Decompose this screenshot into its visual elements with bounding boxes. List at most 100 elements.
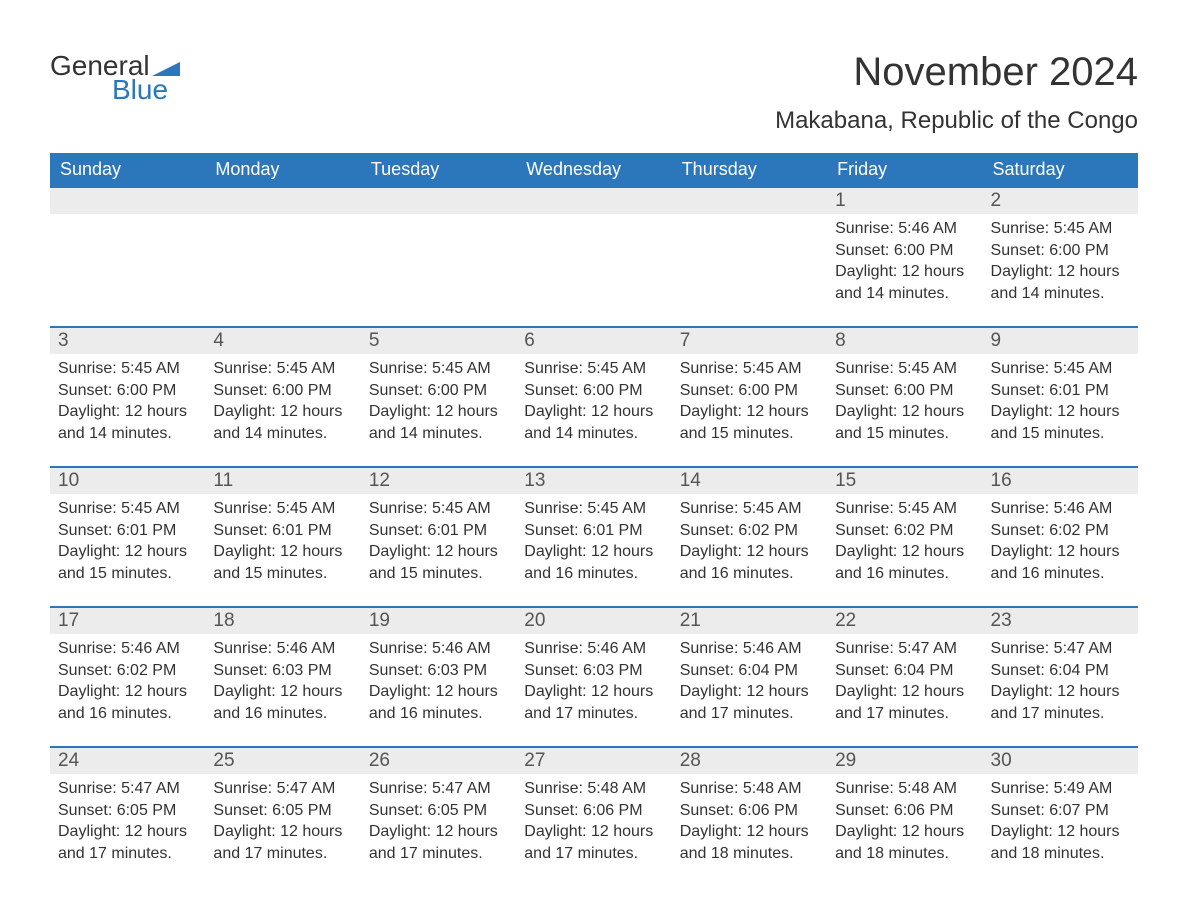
calendar-day: 11Sunrise: 5:45 AMSunset: 6:01 PMDayligh… xyxy=(205,466,360,606)
day-number: 24 xyxy=(50,746,205,774)
day-number: 5 xyxy=(361,326,516,354)
daylight-text: Daylight: 12 hours and 17 minutes. xyxy=(369,821,508,864)
sunset-text: Sunset: 6:01 PM xyxy=(369,520,508,542)
day-details: Sunrise: 5:46 AMSunset: 6:02 PMDaylight:… xyxy=(50,634,205,732)
sunrise-text: Sunrise: 5:45 AM xyxy=(524,498,663,520)
calendar-week: 1Sunrise: 5:46 AMSunset: 6:00 PMDaylight… xyxy=(50,186,1138,326)
daylight-text: Daylight: 12 hours and 18 minutes. xyxy=(835,821,974,864)
day-number: 19 xyxy=(361,606,516,634)
sunset-text: Sunset: 6:00 PM xyxy=(835,240,974,262)
calendar-day xyxy=(205,186,360,326)
daylight-text: Daylight: 12 hours and 18 minutes. xyxy=(991,821,1130,864)
calendar-day: 3Sunrise: 5:45 AMSunset: 6:00 PMDaylight… xyxy=(50,326,205,466)
day-details: Sunrise: 5:45 AMSunset: 6:01 PMDaylight:… xyxy=(983,354,1138,452)
sunset-text: Sunset: 6:02 PM xyxy=(991,520,1130,542)
calendar-day: 18Sunrise: 5:46 AMSunset: 6:03 PMDayligh… xyxy=(205,606,360,746)
sunset-text: Sunset: 6:00 PM xyxy=(680,380,819,402)
sunrise-text: Sunrise: 5:45 AM xyxy=(58,358,197,380)
day-details: Sunrise: 5:45 AMSunset: 6:01 PMDaylight:… xyxy=(205,494,360,592)
calendar-day xyxy=(50,186,205,326)
location-subtitle: Makabana, Republic of the Congo xyxy=(775,107,1138,135)
sunrise-text: Sunrise: 5:46 AM xyxy=(524,638,663,660)
day-header: Sunday xyxy=(50,153,205,186)
calendar-day: 6Sunrise: 5:45 AMSunset: 6:00 PMDaylight… xyxy=(516,326,671,466)
daylight-text: Daylight: 12 hours and 18 minutes. xyxy=(680,821,819,864)
sunset-text: Sunset: 6:04 PM xyxy=(835,660,974,682)
calendar-day: 1Sunrise: 5:46 AMSunset: 6:00 PMDaylight… xyxy=(827,186,982,326)
sunset-text: Sunset: 6:00 PM xyxy=(991,240,1130,262)
day-details: Sunrise: 5:47 AMSunset: 6:05 PMDaylight:… xyxy=(361,774,516,872)
day-details: Sunrise: 5:45 AMSunset: 6:02 PMDaylight:… xyxy=(827,494,982,592)
calendar-day: 27Sunrise: 5:48 AMSunset: 6:06 PMDayligh… xyxy=(516,746,671,886)
daylight-text: Daylight: 12 hours and 16 minutes. xyxy=(369,681,508,724)
day-number xyxy=(50,186,205,214)
day-number: 18 xyxy=(205,606,360,634)
calendar-day: 4Sunrise: 5:45 AMSunset: 6:00 PMDaylight… xyxy=(205,326,360,466)
daylight-text: Daylight: 12 hours and 15 minutes. xyxy=(213,541,352,584)
daylight-text: Daylight: 12 hours and 17 minutes. xyxy=(58,821,197,864)
day-number: 23 xyxy=(983,606,1138,634)
day-number: 17 xyxy=(50,606,205,634)
calendar-day: 14Sunrise: 5:45 AMSunset: 6:02 PMDayligh… xyxy=(672,466,827,606)
day-details: Sunrise: 5:45 AMSunset: 6:01 PMDaylight:… xyxy=(361,494,516,592)
month-title: November 2024 xyxy=(775,50,1138,95)
sunrise-text: Sunrise: 5:45 AM xyxy=(835,358,974,380)
day-details: Sunrise: 5:48 AMSunset: 6:06 PMDaylight:… xyxy=(516,774,671,872)
day-header: Wednesday xyxy=(516,153,671,186)
sunrise-text: Sunrise: 5:46 AM xyxy=(991,498,1130,520)
sunset-text: Sunset: 6:00 PM xyxy=(835,380,974,402)
calendar-week: 3Sunrise: 5:45 AMSunset: 6:00 PMDaylight… xyxy=(50,326,1138,466)
calendar-day: 26Sunrise: 5:47 AMSunset: 6:05 PMDayligh… xyxy=(361,746,516,886)
day-header: Tuesday xyxy=(361,153,516,186)
day-details: Sunrise: 5:46 AMSunset: 6:03 PMDaylight:… xyxy=(361,634,516,732)
day-details: Sunrise: 5:45 AMSunset: 6:02 PMDaylight:… xyxy=(672,494,827,592)
daylight-text: Daylight: 12 hours and 15 minutes. xyxy=(991,401,1130,444)
day-number xyxy=(205,186,360,214)
day-header: Friday xyxy=(827,153,982,186)
daylight-text: Daylight: 12 hours and 17 minutes. xyxy=(680,681,819,724)
day-number: 4 xyxy=(205,326,360,354)
calendar-week: 24 Sunrise: 5:47 AMSunset: 6:05 PMDayligh… xyxy=(50,746,1138,886)
day-details: Sunrise: 5:45 AMSunset: 6:00 PMDaylight:… xyxy=(983,214,1138,312)
calendar-day xyxy=(516,186,671,326)
sunset-text: Sunset: 6:07 PM xyxy=(991,800,1130,822)
sunset-text: Sunset: 6:03 PM xyxy=(524,660,663,682)
day-number: 30 xyxy=(983,746,1138,774)
calendar-day: 24Sunrise: 5:47 AMSunset: 6:05 PMDayligh… xyxy=(50,746,205,886)
calendar-day: 16Sunrise: 5:46 AMSunset: 6:02 PMDayligh… xyxy=(983,466,1138,606)
daylight-text: Daylight: 12 hours and 15 minutes. xyxy=(369,541,508,584)
calendar-day: 23Sunrise: 5:47 AMSunset: 6:04 PMDayligh… xyxy=(983,606,1138,746)
day-details: Sunrise: 5:47 AMSunset: 6:04 PMDaylight:… xyxy=(827,634,982,732)
day-header: Monday xyxy=(205,153,360,186)
sunrise-text: Sunrise: 5:45 AM xyxy=(991,218,1130,240)
calendar-week: 10Sunrise: 5:45 AMSunset: 6:01 PMDayligh… xyxy=(50,466,1138,606)
day-number: 1 xyxy=(827,186,982,214)
day-number xyxy=(361,186,516,214)
daylight-text: Daylight: 12 hours and 14 minutes. xyxy=(991,261,1130,304)
calendar-day: 22Sunrise: 5:47 AMSunset: 6:04 PMDayligh… xyxy=(827,606,982,746)
sunrise-text: Sunrise: 5:45 AM xyxy=(680,358,819,380)
day-number: 8 xyxy=(827,326,982,354)
calendar-day: 17Sunrise: 5:46 AMSunset: 6:02 PMDayligh… xyxy=(50,606,205,746)
day-details: Sunrise: 5:46 AMSunset: 6:02 PMDaylight:… xyxy=(983,494,1138,592)
calendar-day: 5Sunrise: 5:45 AMSunset: 6:00 PMDaylight… xyxy=(361,326,516,466)
day-number: 15 xyxy=(827,466,982,494)
day-details: Sunrise: 5:48 AMSunset: 6:06 PMDaylight:… xyxy=(827,774,982,872)
sunrise-text: Sunrise: 5:48 AM xyxy=(835,778,974,800)
sunset-text: Sunset: 6:00 PM xyxy=(524,380,663,402)
sunrise-text: Sunrise: 5:45 AM xyxy=(213,498,352,520)
day-details: Sunrise: 5:45 AMSunset: 6:00 PMDaylight:… xyxy=(50,354,205,452)
day-number: 16 xyxy=(983,466,1138,494)
calendar-day: 21Sunrise: 5:46 AMSunset: 6:04 PMDayligh… xyxy=(672,606,827,746)
day-number: 12 xyxy=(361,466,516,494)
sunset-text: Sunset: 6:04 PM xyxy=(680,660,819,682)
day-details: Sunrise: 5:45 AMSunset: 6:00 PMDaylight:… xyxy=(361,354,516,452)
day-details: Sunrise: 5:48 AMSunset: 6:06 PMDaylight:… xyxy=(672,774,827,872)
sunrise-text: Sunrise: 5:45 AM xyxy=(369,498,508,520)
sunrise-text: Sunrise: 5:47 AM xyxy=(991,638,1130,660)
calendar-day: 20Sunrise: 5:46 AMSunset: 6:03 PMDayligh… xyxy=(516,606,671,746)
calendar-body: 1Sunrise: 5:46 AMSunset: 6:00 PMDaylight… xyxy=(50,186,1138,886)
daylight-text: Daylight: 12 hours and 17 minutes. xyxy=(524,681,663,724)
sunset-text: Sunset: 6:01 PM xyxy=(524,520,663,542)
sunset-text: Sunset: 6:02 PM xyxy=(835,520,974,542)
